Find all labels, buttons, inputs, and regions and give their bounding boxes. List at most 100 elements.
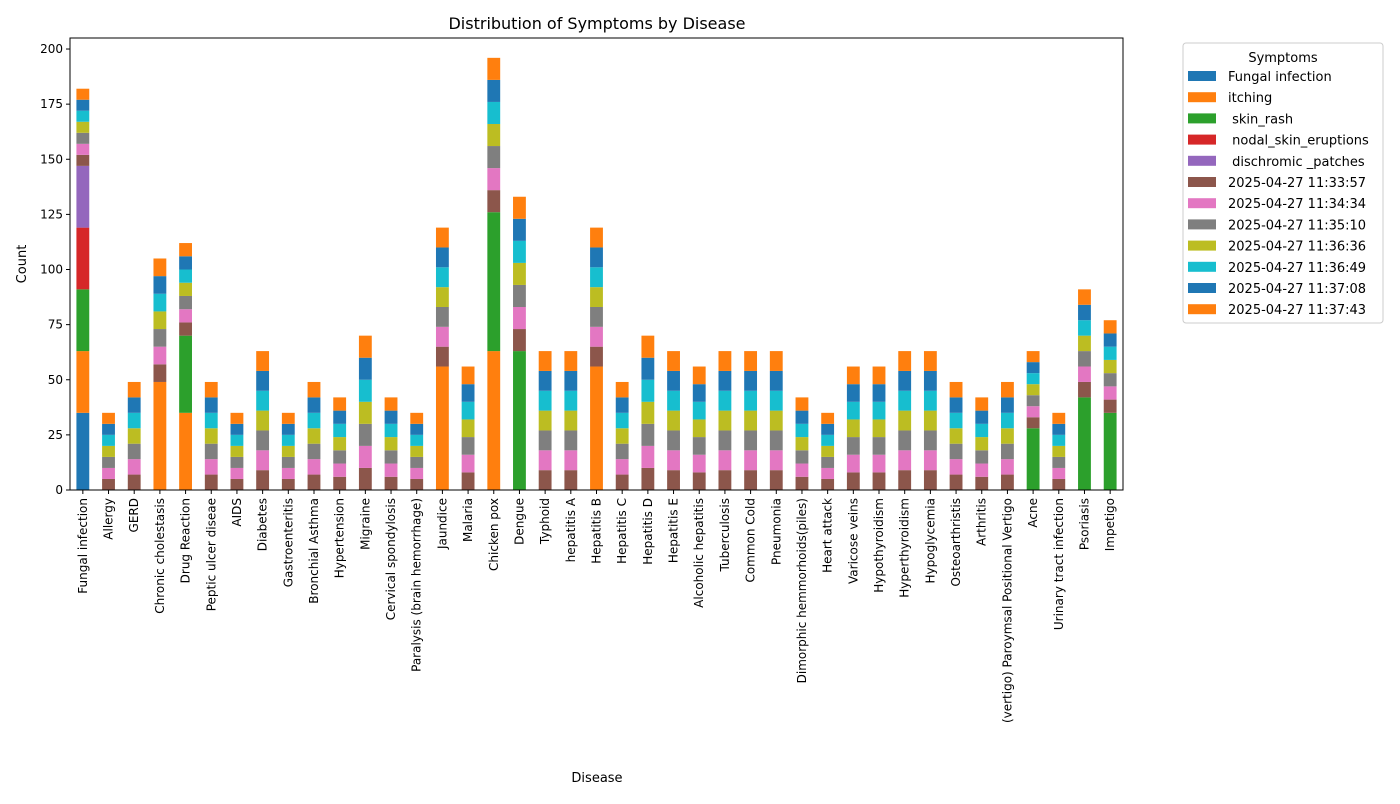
bar-segment bbox=[461, 419, 475, 438]
bar-segment bbox=[590, 227, 603, 248]
bar-segment bbox=[230, 456, 244, 468]
bar-segment bbox=[230, 423, 244, 435]
bar-segment bbox=[923, 351, 937, 371]
bar-segment bbox=[744, 470, 758, 490]
bar-segment bbox=[1103, 373, 1117, 387]
y-tick-label: 125 bbox=[40, 207, 63, 221]
x-tick-label: Hypoglycemia bbox=[923, 498, 937, 584]
bar-segment bbox=[76, 88, 90, 100]
bar-segment bbox=[923, 450, 937, 471]
legend-swatch bbox=[1188, 240, 1216, 251]
bar-segment bbox=[718, 470, 732, 490]
legend-swatch bbox=[1188, 155, 1216, 166]
bar-segment bbox=[230, 412, 244, 424]
bar-segment bbox=[76, 143, 90, 155]
y-tick-label: 200 bbox=[40, 42, 63, 56]
legend-swatch bbox=[1188, 304, 1216, 315]
bar-segment bbox=[872, 454, 886, 473]
bar-segment bbox=[1001, 397, 1014, 413]
bar-segment bbox=[127, 428, 141, 444]
bar-segment bbox=[667, 390, 680, 411]
legend-swatch bbox=[1188, 283, 1216, 293]
legend-swatch bbox=[1188, 113, 1216, 124]
bar-segment bbox=[949, 397, 963, 413]
x-tick-label: Cervical spondylosis bbox=[384, 498, 398, 620]
bar-segment bbox=[846, 454, 860, 473]
bar-segment bbox=[667, 450, 680, 471]
bar-segment bbox=[230, 434, 244, 446]
bar-segment bbox=[692, 472, 706, 490]
bar-segment bbox=[461, 454, 475, 473]
legend-label: 2025-04-27 11:35:10 bbox=[1228, 218, 1366, 233]
bar-segment bbox=[204, 443, 218, 460]
bar-segment bbox=[1001, 443, 1014, 460]
x-tick-label: Hepatitis E bbox=[667, 498, 681, 563]
bar-segment bbox=[538, 450, 552, 471]
bar-segment bbox=[410, 456, 424, 468]
bar-segment bbox=[923, 370, 937, 391]
bar-segment bbox=[795, 476, 809, 490]
x-tick-label: Common Cold bbox=[744, 498, 758, 583]
bar-segment bbox=[153, 329, 167, 347]
bar-segment bbox=[179, 295, 192, 310]
bar-segment bbox=[384, 476, 398, 490]
x-tick-label: Osteoarthristis bbox=[949, 498, 963, 587]
bar-segment bbox=[769, 370, 783, 391]
bar-segment bbox=[307, 412, 321, 429]
x-tick-label: AIDS bbox=[230, 498, 244, 527]
bar-segment bbox=[949, 474, 963, 490]
bar-segment bbox=[564, 351, 578, 371]
bar-segment bbox=[667, 370, 680, 391]
bar-segment bbox=[76, 165, 90, 228]
bar-segment bbox=[307, 397, 321, 413]
legend-swatch bbox=[1188, 261, 1216, 272]
bar-segment bbox=[795, 463, 809, 477]
bar-segment bbox=[127, 412, 141, 429]
bar-segment bbox=[179, 256, 192, 270]
bar-segment bbox=[1078, 320, 1091, 336]
bar-segment bbox=[513, 240, 526, 263]
bar-segment bbox=[615, 397, 629, 413]
bar-segment bbox=[949, 443, 963, 460]
bar-segment bbox=[281, 456, 295, 468]
y-axis-label: Count bbox=[15, 245, 30, 284]
bar-segment bbox=[76, 132, 90, 144]
legend-label: 2025-04-27 11:34:34 bbox=[1228, 197, 1366, 212]
bar-segment bbox=[153, 364, 167, 382]
bar-segment bbox=[1001, 412, 1014, 429]
x-tick-label: Migraine bbox=[358, 498, 372, 550]
bar-segment bbox=[256, 450, 270, 471]
x-tick-label: Heart attack bbox=[821, 498, 835, 573]
bar-segment bbox=[513, 262, 526, 285]
bar-segment bbox=[898, 450, 912, 471]
bar-segment bbox=[898, 430, 912, 451]
bar-segment bbox=[615, 381, 629, 398]
bar-segment bbox=[923, 430, 937, 451]
bar-segment bbox=[590, 326, 603, 347]
x-tick-label: Chicken pox bbox=[487, 498, 501, 571]
bar-segment bbox=[872, 384, 886, 402]
bar-segment bbox=[538, 390, 552, 411]
bar-segment bbox=[487, 190, 501, 213]
x-tick-label: Fungal infection bbox=[76, 498, 90, 594]
legend-swatch bbox=[1188, 219, 1216, 230]
bar-segment bbox=[564, 390, 578, 411]
bar-segment bbox=[230, 467, 244, 479]
bar-segment bbox=[153, 276, 167, 294]
bar-segment bbox=[204, 397, 218, 413]
bar-segment bbox=[256, 370, 270, 391]
bar-segment bbox=[641, 401, 655, 424]
bar-segment bbox=[204, 428, 218, 444]
bar-segment bbox=[564, 450, 578, 471]
x-tick-label: Bronchial Asthma bbox=[307, 498, 321, 604]
bar-segment bbox=[692, 437, 706, 455]
bar-segment bbox=[1052, 434, 1066, 446]
bar-segment bbox=[846, 366, 860, 385]
bar-segment bbox=[795, 423, 809, 438]
x-tick-label: Urinary tract infection bbox=[1052, 498, 1066, 630]
bar-segment bbox=[281, 412, 295, 424]
x-tick-label: Peptic ulcer diseae bbox=[204, 498, 218, 611]
x-tick-label: Varicose veins bbox=[846, 498, 860, 584]
bar-segment bbox=[538, 410, 552, 431]
